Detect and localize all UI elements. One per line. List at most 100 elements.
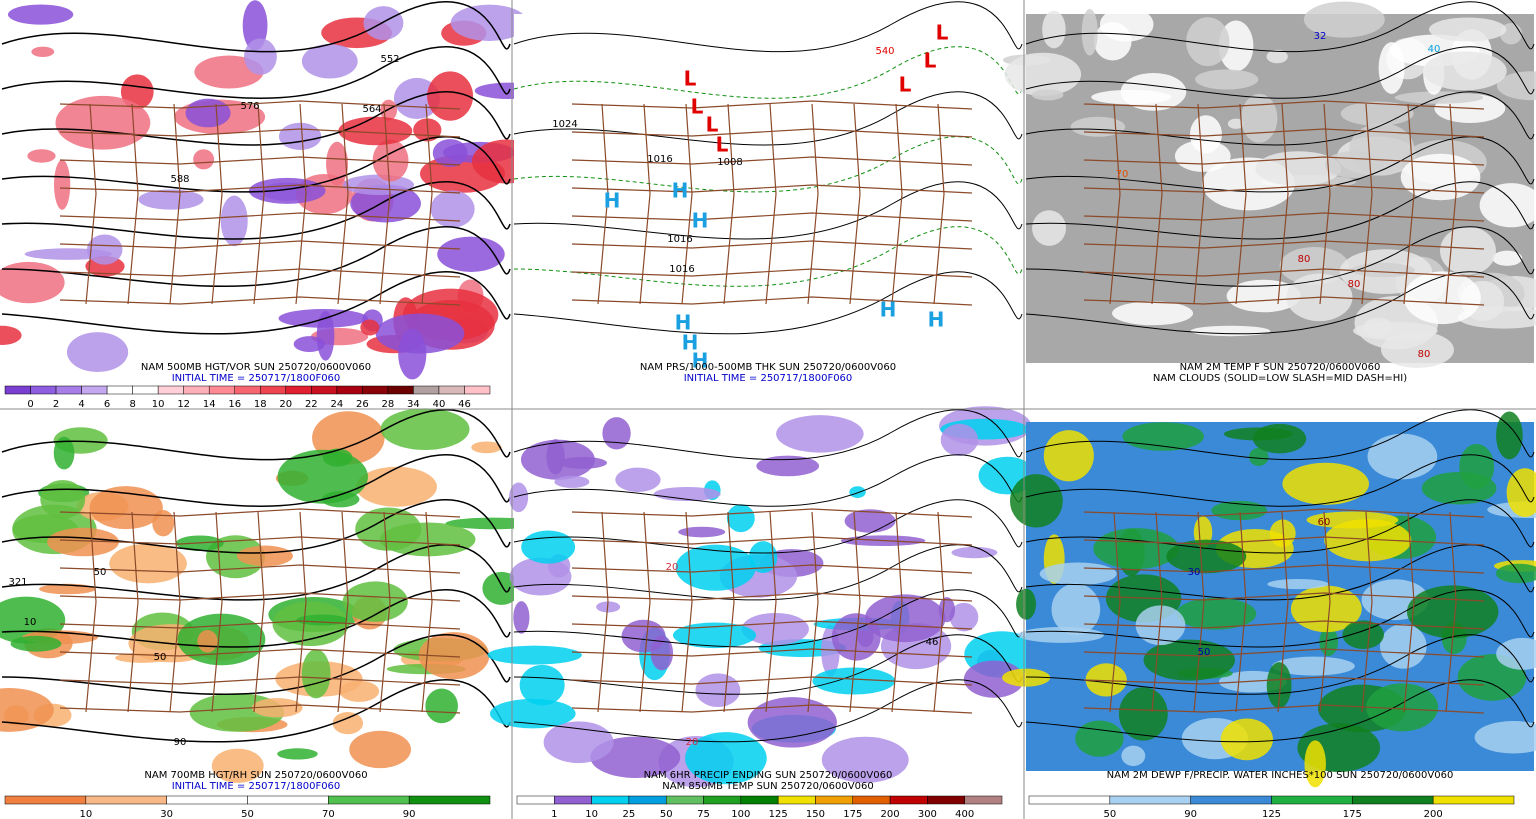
colorbar-segment (591, 795, 630, 805)
colorbar-label: 34 (407, 399, 420, 410)
colorbar-segment (408, 795, 491, 805)
map-field (821, 736, 909, 783)
map-field (211, 748, 264, 783)
border (765, 103, 777, 305)
map-field (1324, 150, 1385, 178)
contour-label: 1016 (647, 154, 672, 165)
colorbar-label: 8 (129, 399, 135, 410)
contour (1, 136, 511, 193)
map-field (776, 415, 864, 453)
colorbar-segment (362, 385, 389, 395)
map-field (326, 141, 349, 186)
contour (513, 1, 1023, 53)
map-field (1423, 51, 1507, 91)
border (891, 511, 903, 713)
border (169, 511, 181, 713)
map-field (1189, 115, 1222, 154)
border (127, 103, 139, 305)
colorbar-segment (30, 385, 57, 395)
border (639, 103, 651, 305)
border (723, 103, 735, 305)
border (571, 100, 973, 110)
map-field (1166, 539, 1247, 574)
map-field (363, 6, 404, 40)
subcaption: NAM CLOUDS (SOLID=LOW SLASH=MID DASH=HI) (1153, 373, 1407, 384)
contour-label: 80 (1298, 254, 1311, 265)
border (379, 103, 391, 305)
contour-label: 20 (666, 562, 679, 573)
border (571, 212, 973, 222)
map-field (949, 602, 979, 632)
border (379, 511, 391, 713)
border (1083, 620, 1485, 630)
map-field (301, 649, 331, 699)
border (59, 536, 461, 546)
map-field (1121, 745, 1146, 766)
map-field (338, 116, 413, 146)
map-field (1400, 153, 1481, 201)
map-field (372, 139, 409, 182)
contour (513, 91, 1023, 146)
border (59, 676, 461, 686)
border (1083, 268, 1485, 278)
pressure-center: H (692, 349, 709, 373)
contour (1025, 46, 1535, 99)
colorbar-segment (328, 795, 410, 805)
map-field (1267, 579, 1329, 590)
map-field (1350, 262, 1415, 278)
map-field (248, 177, 326, 204)
colorbar-label: 0 (27, 399, 33, 410)
contour (1025, 271, 1535, 335)
contour (513, 226, 1023, 287)
map-field (672, 622, 757, 649)
map-field (1032, 210, 1067, 246)
colorbar-label: 200 (881, 809, 900, 819)
map-field (1190, 325, 1271, 337)
map-field (1226, 279, 1301, 313)
border (253, 511, 265, 713)
border (1235, 103, 1247, 305)
colorbar-label: 10 (152, 399, 165, 410)
map-field (418, 632, 490, 680)
colorbar-label: 4 (78, 399, 84, 410)
contour (1, 634, 511, 696)
border (571, 156, 973, 166)
map-field (1093, 528, 1179, 570)
map-field (277, 748, 318, 760)
border (59, 592, 461, 602)
map-field (10, 635, 62, 652)
map-field (543, 721, 614, 764)
colorbar-label: 6 (104, 399, 110, 410)
contour (513, 634, 1023, 695)
colorbar-label: 24 (330, 399, 343, 410)
border (59, 620, 461, 630)
map-field (1070, 116, 1126, 137)
map-field (398, 328, 427, 380)
border (597, 511, 609, 713)
contour-label: 321 (8, 577, 27, 588)
colorbar-label: 90 (1184, 809, 1197, 819)
map-field (242, 0, 268, 51)
colorbar-segment (247, 795, 329, 805)
map-field (1186, 17, 1230, 67)
map-field (1404, 271, 1481, 325)
map-field (1496, 637, 1536, 670)
colorbar-segment (464, 385, 491, 395)
map-field (1120, 72, 1187, 111)
pressure-center: H (692, 209, 709, 233)
border (211, 511, 223, 713)
map-field (1220, 718, 1273, 761)
border (1083, 564, 1485, 574)
map-field (1342, 620, 1384, 649)
colorbar-label: 70 (322, 809, 335, 819)
map-field (1252, 423, 1307, 454)
map-field (1428, 17, 1507, 42)
border (59, 184, 461, 194)
map-field (1227, 118, 1245, 129)
border (1083, 240, 1485, 250)
contour (1025, 679, 1535, 743)
map-field (1381, 331, 1454, 369)
pressure-center: L (899, 73, 912, 97)
border (1235, 511, 1247, 713)
map-field (380, 408, 470, 451)
